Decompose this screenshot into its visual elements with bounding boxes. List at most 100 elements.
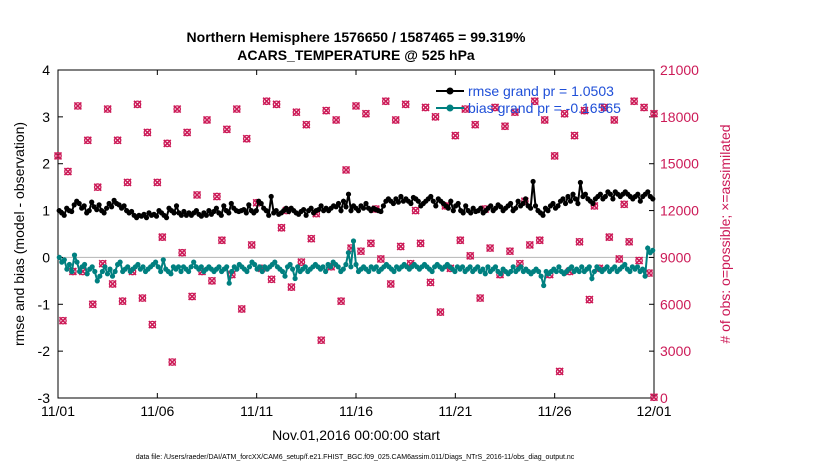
bias-point xyxy=(158,268,164,275)
obs-count-point xyxy=(456,236,465,245)
bias-point xyxy=(510,264,516,270)
bias-point xyxy=(353,261,359,268)
bias-point xyxy=(282,273,288,279)
obs-count-point xyxy=(361,109,370,118)
obs-count-point xyxy=(133,100,142,109)
obs-possible-marker xyxy=(461,105,470,113)
rmse-point xyxy=(246,202,252,208)
obs-possible-marker xyxy=(203,116,211,124)
obs-possible-marker xyxy=(575,237,584,246)
obs-possible-marker xyxy=(213,192,221,201)
obs-possible-marker xyxy=(451,131,460,140)
bias-point xyxy=(467,264,473,270)
obs-count-point xyxy=(635,256,644,265)
bias-point xyxy=(244,268,250,275)
obs-assimilated-marker xyxy=(401,100,410,109)
rmse-point xyxy=(76,200,82,207)
obs-count-point xyxy=(610,115,619,125)
obs-possible-marker xyxy=(376,255,385,263)
rmse-point xyxy=(460,210,466,216)
rmse-point xyxy=(523,196,529,202)
bias-point xyxy=(94,278,100,284)
obs-assimilated-marker xyxy=(471,120,480,129)
rmse-point xyxy=(355,208,362,214)
obs-possible-marker xyxy=(163,139,172,148)
obs-assimilated-marker xyxy=(620,200,629,209)
rmse-point xyxy=(582,191,589,197)
obs-assimilated-marker xyxy=(361,109,370,118)
bias-point xyxy=(586,264,592,270)
obs-assimilated-marker xyxy=(277,223,286,232)
obs-possible-marker xyxy=(580,106,589,115)
obs-possible-marker xyxy=(247,241,256,249)
rmse-point xyxy=(71,202,77,208)
obs-count-point xyxy=(242,134,251,143)
bias-point xyxy=(508,268,514,275)
y-right-tick-label: 18000 xyxy=(660,109,699,125)
rmse-point xyxy=(610,196,616,202)
y-right-tick-label: 12000 xyxy=(660,203,699,219)
obs-assimilated-marker xyxy=(605,233,614,242)
obs-possible-marker xyxy=(456,236,465,245)
obs-assimilated-marker xyxy=(356,247,366,256)
y-axis-left: -3 -2 -1 0 1 2 3 4 xyxy=(38,62,63,406)
rmse-point xyxy=(173,203,180,209)
obs-possible-marker xyxy=(540,116,549,124)
obs-count-point xyxy=(337,297,346,306)
bias-point xyxy=(343,261,349,268)
obs-possible-marker xyxy=(138,294,147,302)
obs-count-point xyxy=(317,336,326,345)
obs-assimilated-marker xyxy=(510,108,519,117)
obs-possible-marker xyxy=(535,236,544,245)
obs-assimilated-marker xyxy=(267,275,276,284)
obs-assimilated-marker xyxy=(555,367,564,376)
rmse-point xyxy=(468,210,474,216)
obs-possible-marker xyxy=(511,108,519,117)
obs-assimilated-marker xyxy=(337,297,346,306)
y-left-tick-label: -1 xyxy=(38,296,51,312)
bias-point xyxy=(84,271,90,277)
rmse-point xyxy=(316,207,322,213)
bias-point xyxy=(459,264,466,270)
obs-possible-marker xyxy=(188,292,196,301)
rmse-point xyxy=(69,208,75,215)
rmse-point xyxy=(575,200,581,207)
obs-count-point xyxy=(560,109,569,118)
rmse-point xyxy=(570,191,576,197)
rmse-series xyxy=(56,178,656,221)
obs-assimilated-marker xyxy=(486,243,495,253)
obs-count-point xyxy=(237,304,246,314)
obs-assimilated-marker xyxy=(133,100,142,109)
obs-possible-marker xyxy=(59,316,67,325)
obs-count-point xyxy=(287,283,296,292)
obs-assimilated-marker xyxy=(550,151,559,160)
obs-assimilated-marker xyxy=(332,115,341,125)
bias-point xyxy=(482,271,488,277)
bias-point xyxy=(64,266,70,272)
obs-count-point xyxy=(366,239,375,248)
obs-count-point xyxy=(500,122,510,131)
obs-assimilated-marker xyxy=(366,239,375,248)
rmse-point xyxy=(360,205,367,211)
obs-assimilated-marker xyxy=(262,97,271,106)
obs-possible-marker xyxy=(386,280,395,288)
obs-assimilated-marker xyxy=(351,101,361,110)
obs-count-point xyxy=(108,279,117,289)
x-tick-label: 11/26 xyxy=(538,403,572,419)
bias-point xyxy=(622,261,628,268)
obs-count-point xyxy=(620,200,629,209)
bias-point xyxy=(576,268,582,275)
bias-point xyxy=(475,264,481,270)
bias-point xyxy=(191,259,197,265)
rmse-point xyxy=(181,208,187,215)
obs-count-point xyxy=(193,190,202,200)
obs-count-point xyxy=(212,192,221,201)
bias-point xyxy=(485,264,491,270)
obs-possible-marker xyxy=(436,308,445,316)
bias-point xyxy=(178,268,184,275)
rmse-point xyxy=(455,200,461,207)
obs-count-point xyxy=(530,97,539,106)
obs-possible-marker xyxy=(362,109,370,118)
obs-possible-marker xyxy=(352,102,360,110)
